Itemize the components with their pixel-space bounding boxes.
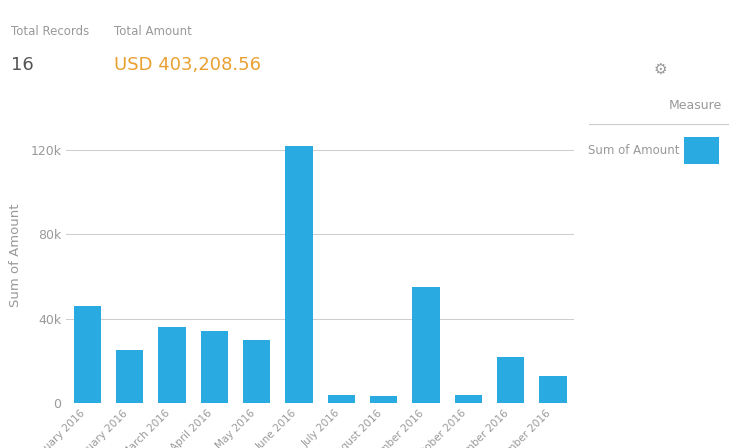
- Text: 16: 16: [11, 56, 34, 74]
- Bar: [370, 396, 397, 403]
- FancyBboxPatch shape: [684, 137, 719, 164]
- Bar: [455, 395, 482, 403]
- Bar: [286, 146, 313, 403]
- Bar: [116, 350, 144, 403]
- Text: Measure: Measure: [668, 99, 721, 112]
- Bar: [243, 340, 270, 403]
- Text: ⚙: ⚙: [654, 62, 668, 77]
- Bar: [412, 287, 439, 403]
- Bar: [74, 306, 101, 403]
- Text: Sum of Amount: Sum of Amount: [588, 144, 680, 157]
- Y-axis label: Sum of Amount: Sum of Amount: [9, 203, 22, 307]
- Bar: [158, 327, 185, 403]
- Bar: [201, 332, 228, 403]
- Bar: [328, 395, 355, 403]
- Bar: [497, 357, 524, 403]
- Text: Total Amount: Total Amount: [114, 25, 192, 38]
- Text: Total Records: Total Records: [11, 25, 89, 38]
- Text: USD 403,208.56: USD 403,208.56: [114, 56, 261, 74]
- Bar: [539, 376, 567, 403]
